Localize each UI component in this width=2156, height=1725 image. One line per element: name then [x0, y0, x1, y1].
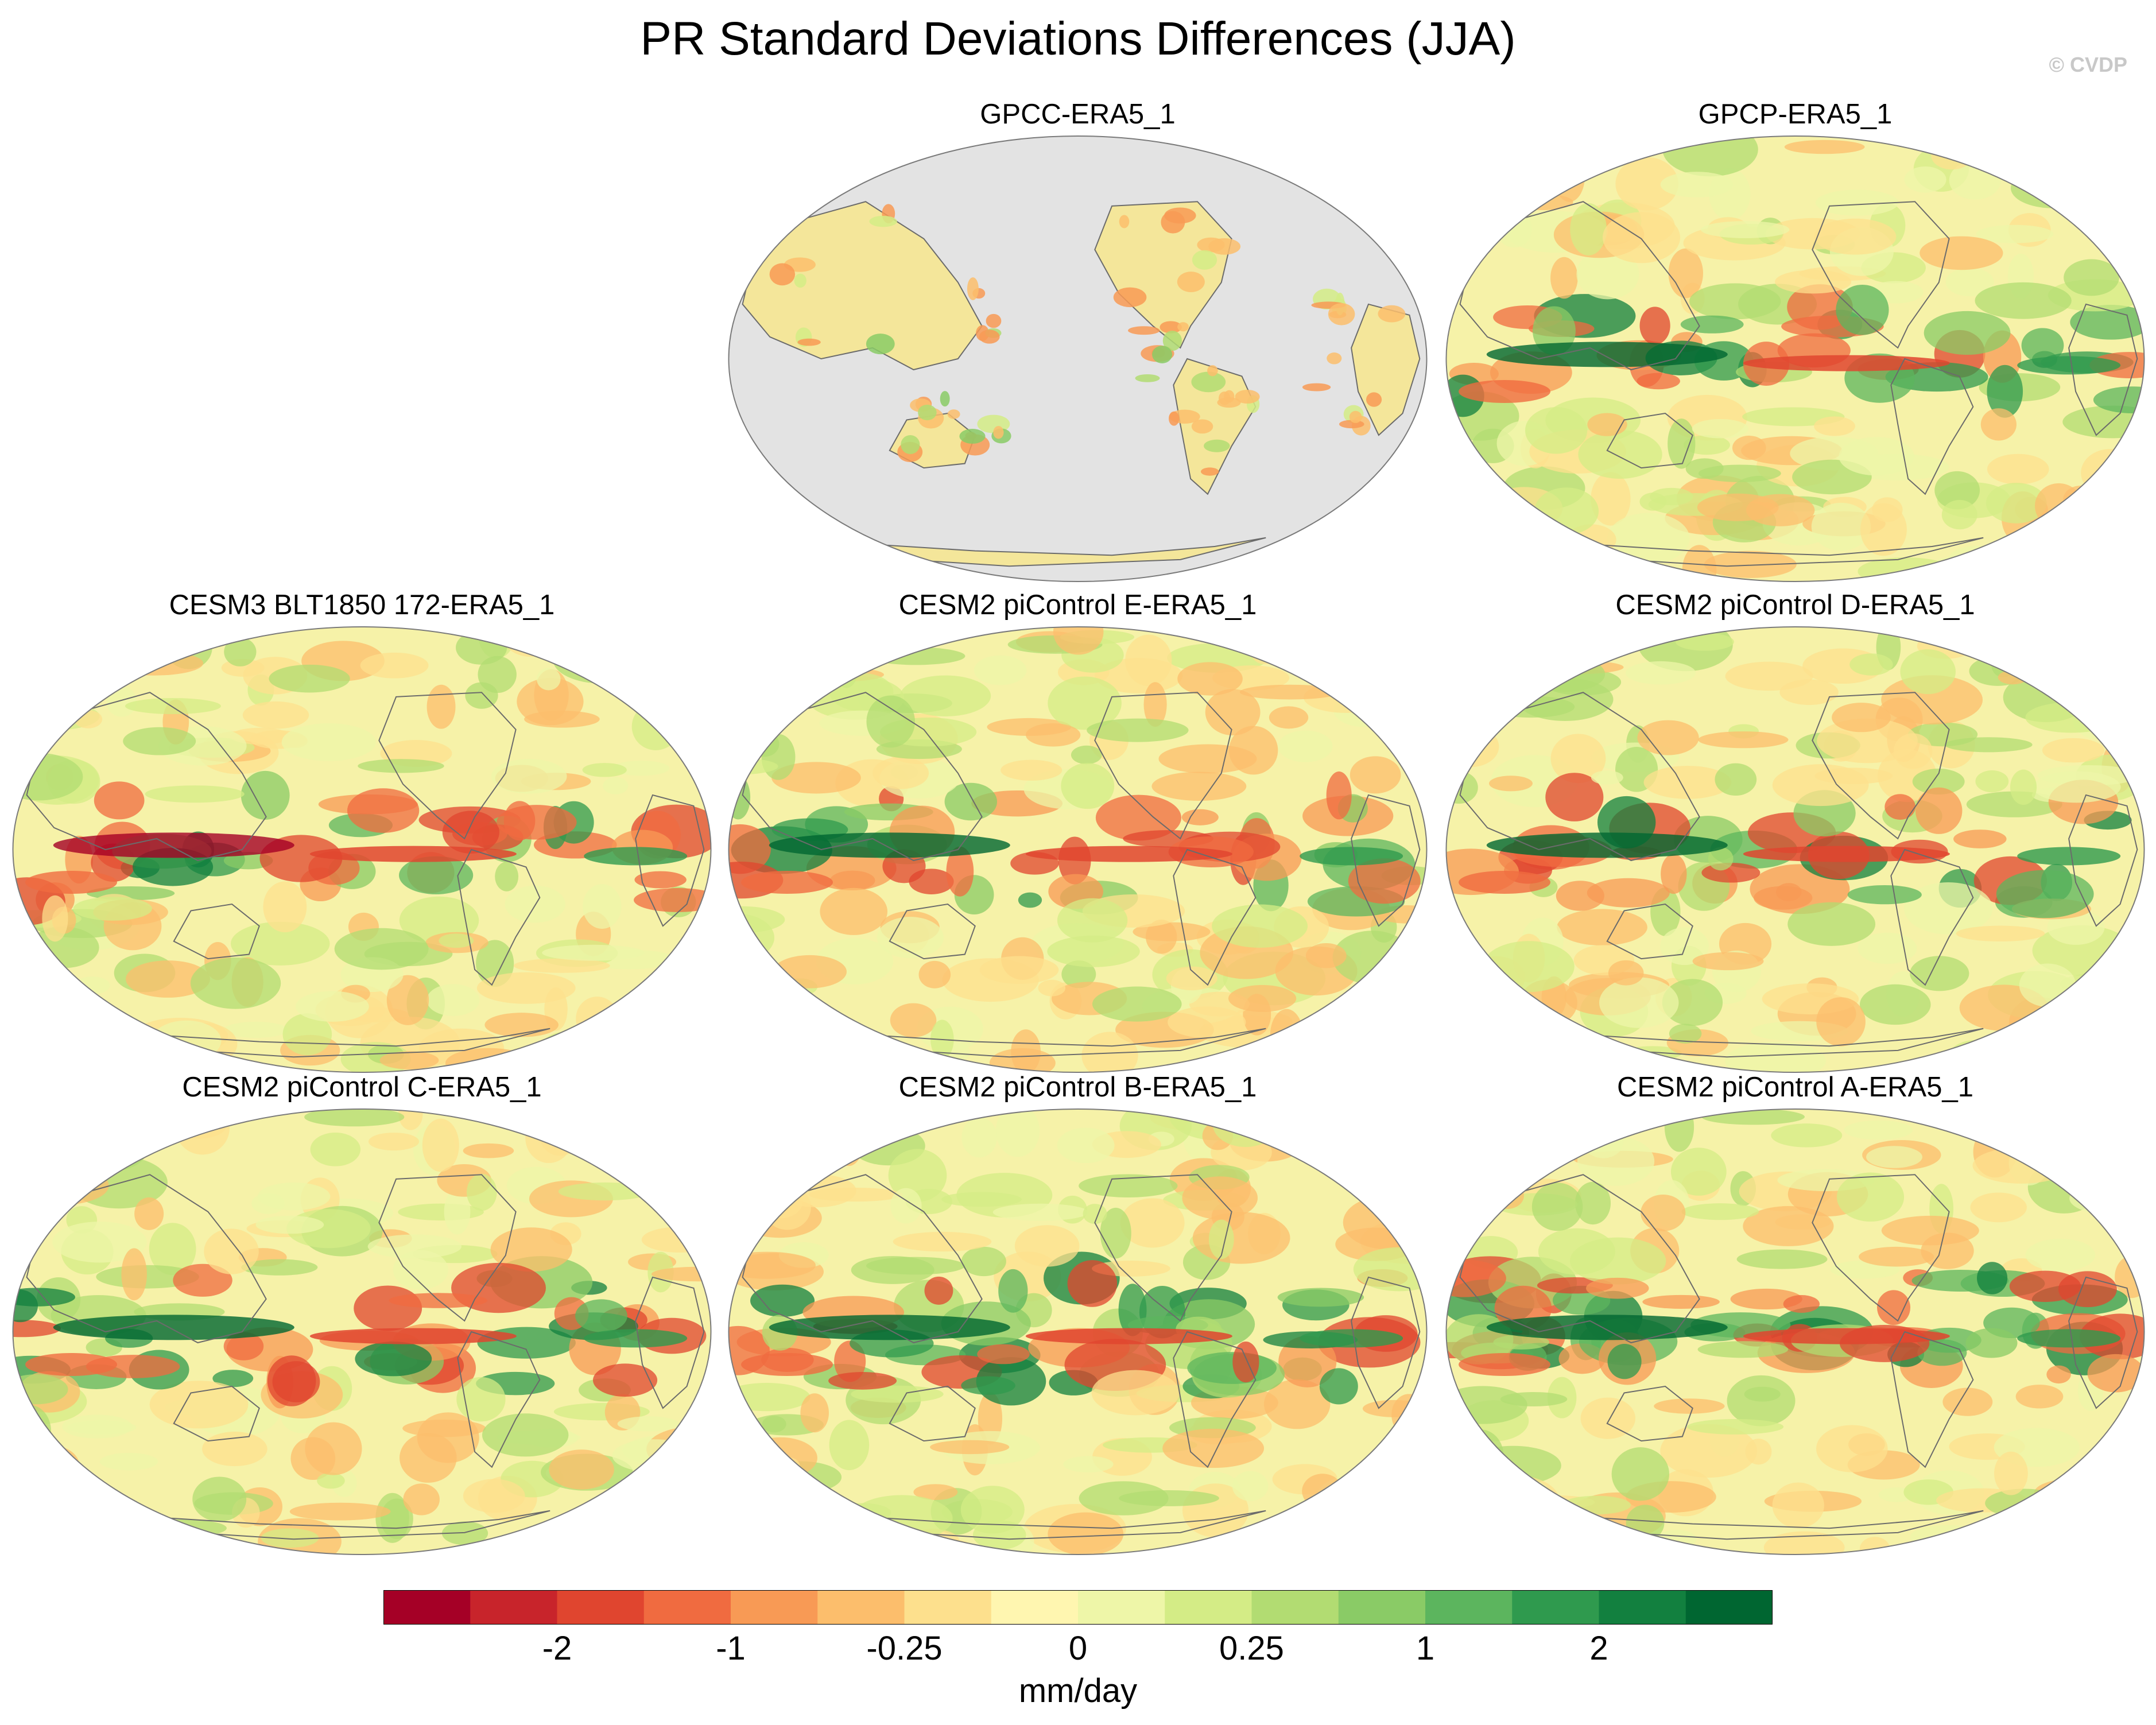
- map-panel: CESM2 piControl A-ERA5_1: [1444, 1071, 2147, 1564]
- colorbar-swatch: [1512, 1590, 1599, 1625]
- colorbar-tick-label: 1: [1416, 1630, 1435, 1667]
- colorbar-swatch: [1425, 1590, 1513, 1625]
- coastline-australia: [173, 904, 260, 960]
- coastline-australia: [173, 1386, 260, 1442]
- map-panel: GPCC-ERA5_1: [726, 98, 1429, 591]
- panel-title: CESM2 piControl C-ERA5_1: [182, 1072, 542, 1103]
- colorbar-swatch: [557, 1590, 645, 1625]
- coastline-africa: [2068, 794, 2138, 927]
- colorbar-swatch: [643, 1590, 731, 1625]
- map-panel: CESM2 piControl E-ERA5_1: [726, 588, 1429, 1082]
- robinson-map: [728, 135, 1428, 582]
- coastline-antarctica: [1589, 1028, 1984, 1058]
- robinson-map: [728, 1108, 1428, 1555]
- map-panel: CESM2 piControl D-ERA5_1: [1444, 588, 2147, 1082]
- coastline-australia: [1606, 1386, 1693, 1442]
- coastline-namerica: [1094, 692, 1232, 840]
- coastline-antarctica: [1589, 537, 1984, 567]
- map-panel: CESM2 piControl B-ERA5_1: [726, 1071, 1429, 1564]
- map-panel: CESM3 BLT1850 172-ERA5_1: [10, 588, 714, 1082]
- colorbar-tick-label: -0.25: [866, 1630, 943, 1667]
- colorbar-tick-label: 2: [1589, 1630, 1608, 1667]
- panel-title: CESM2 piControl E-ERA5_1: [898, 590, 1257, 621]
- panel-title: CESM2 piControl B-ERA5_1: [898, 1072, 1257, 1103]
- coastline-africa: [635, 1276, 705, 1409]
- colorbar: [383, 1590, 1773, 1625]
- panel-title: CESM3 BLT1850 172-ERA5_1: [169, 590, 555, 621]
- coastline-namerica: [1812, 692, 1950, 840]
- coastline-asia: [742, 692, 983, 862]
- map-panel: CESM2 piControl C-ERA5_1: [10, 1071, 714, 1564]
- colorbar-units: mm/day: [1018, 1672, 1138, 1710]
- colorbar-swatch: [383, 1590, 471, 1625]
- coastline-samerica: [457, 1331, 541, 1468]
- robinson-map: [12, 1108, 712, 1555]
- colorbar-swatch: [1078, 1590, 1165, 1625]
- coastline-namerica: [378, 692, 517, 840]
- coastline-antarctica: [872, 1510, 1266, 1540]
- coastline-africa: [635, 794, 705, 927]
- colorbar-swatch: [991, 1590, 1079, 1625]
- coastline-australia: [1606, 904, 1693, 960]
- coastline-samerica: [1890, 1331, 1974, 1468]
- colorbar-swatch: [1165, 1590, 1252, 1625]
- map-panel: GPCP-ERA5_1: [1444, 98, 2147, 591]
- coastline-antarctica: [156, 1510, 550, 1540]
- coastline-asia: [1459, 692, 1700, 862]
- robinson-map: [728, 626, 1428, 1073]
- coastline-africa: [2068, 1276, 2138, 1409]
- robinson-map: [1445, 1108, 2145, 1555]
- coastline-australia: [1606, 413, 1693, 469]
- panel-title: GPCP-ERA5_1: [1698, 99, 1893, 130]
- coastline-namerica: [1812, 1174, 1950, 1322]
- robinson-map: [1445, 135, 2145, 582]
- coastline-namerica: [1094, 1174, 1232, 1322]
- coastline-samerica: [1173, 358, 1257, 495]
- coastline-africa: [1351, 794, 1421, 927]
- coastline-samerica: [457, 848, 541, 986]
- coastline-namerica: [378, 1174, 517, 1322]
- coastline-asia: [1459, 1174, 1700, 1344]
- coastline-australia: [889, 1386, 976, 1442]
- coastline-australia: [889, 904, 976, 960]
- colorbar-swatch: [817, 1590, 905, 1625]
- colorbar-swatch: [1251, 1590, 1339, 1625]
- panel-title: GPCC-ERA5_1: [980, 99, 1176, 130]
- colorbar-swatch: [1685, 1590, 1773, 1625]
- coastline-samerica: [1173, 1331, 1257, 1468]
- coastline-africa: [2068, 303, 2138, 436]
- figure-title: PR Standard Deviations Differences (JJA): [640, 13, 1516, 65]
- watermark: © CVDP: [2049, 53, 2127, 76]
- coastline-asia: [26, 1174, 267, 1344]
- colorbar-tick-label: -2: [542, 1630, 572, 1667]
- coastline-asia: [742, 1174, 983, 1344]
- coastline-namerica: [1094, 201, 1232, 349]
- colorbar-swatch: [1599, 1590, 1686, 1625]
- coastline-samerica: [1173, 848, 1257, 986]
- coastline-africa: [1351, 1276, 1421, 1409]
- coastline-asia: [26, 692, 267, 862]
- colorbar-swatch: [1338, 1590, 1426, 1625]
- robinson-map: [12, 626, 712, 1073]
- panel-title: CESM2 piControl A-ERA5_1: [1617, 1072, 1973, 1103]
- coastline-samerica: [1890, 358, 1974, 495]
- colorbar-tick-label: 0.25: [1219, 1630, 1284, 1667]
- coastline-antarctica: [156, 1028, 550, 1058]
- colorbar-tick-label: -1: [716, 1630, 746, 1667]
- colorbar-tick-label: 0: [1068, 1630, 1088, 1667]
- robinson-map: [1445, 626, 2145, 1073]
- coastline-antarctica: [872, 537, 1266, 567]
- panel-title: CESM2 piControl D-ERA5_1: [1615, 590, 1975, 621]
- colorbar-swatch: [904, 1590, 992, 1625]
- coastline-namerica: [1812, 201, 1950, 349]
- coastline-samerica: [1890, 848, 1974, 986]
- colorbar-swatch: [731, 1590, 818, 1625]
- coastline-asia: [1459, 201, 1700, 371]
- coastline-antarctica: [872, 1028, 1266, 1058]
- coastline-antarctica: [1589, 1510, 1984, 1540]
- colorbar-swatch: [470, 1590, 557, 1625]
